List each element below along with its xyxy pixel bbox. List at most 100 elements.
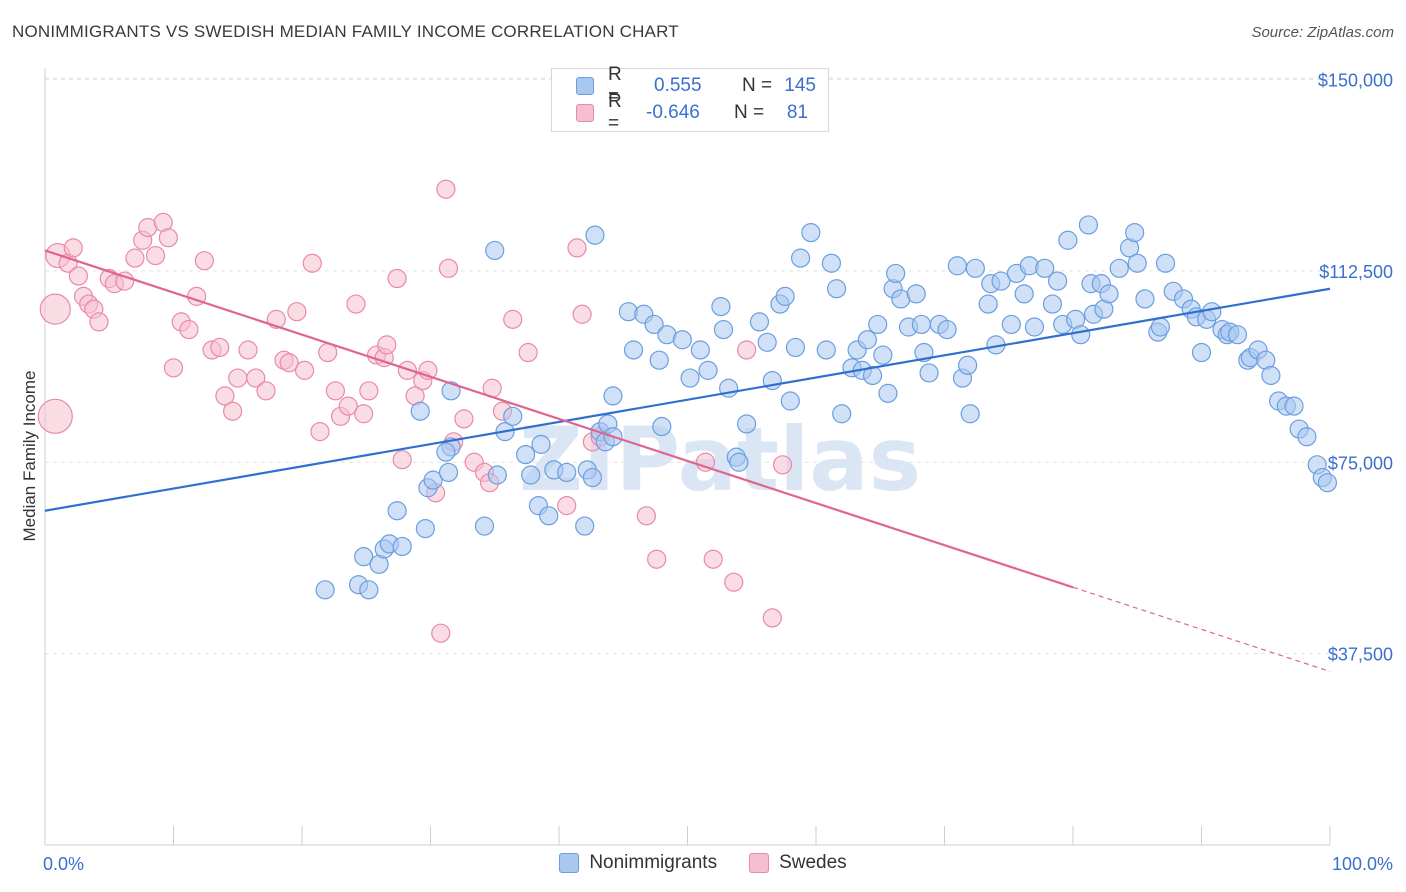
nonimmigrants-point	[911, 314, 931, 335]
nonimmigrants-point	[649, 350, 669, 370]
watermark: ZIPatlas	[519, 408, 921, 511]
nonimmigrants-point	[826, 279, 847, 299]
nonimmigrants-point	[585, 225, 605, 245]
nonimmigrants-point	[816, 340, 836, 360]
y-axis-label: Median Family Income	[20, 370, 39, 541]
nonimmigrants-point	[937, 319, 957, 340]
nonimmigrants-point	[1078, 215, 1099, 235]
nonimmigrants-point	[775, 286, 795, 306]
series-legend: Nonimmigrants Swedes	[0, 852, 1406, 874]
nonimmigrants-point	[958, 355, 978, 375]
swedes-point	[145, 245, 166, 266]
source-label: Source: ZipAtlas.com	[1251, 24, 1394, 41]
nonimmigrants-point	[515, 444, 536, 465]
nonimmigrants-point	[474, 516, 495, 536]
swedes-point	[158, 228, 178, 248]
nonimmigrants-point	[1150, 317, 1170, 337]
nonimmigrants-point	[868, 314, 888, 335]
swedes-point	[246, 368, 266, 388]
nonimmigrants-point	[1135, 289, 1155, 309]
nonimmigrants-point	[485, 240, 505, 261]
stats-legend: R = 0.555 N = 145 R = -0.646 N = 81	[551, 64, 829, 134]
nonimmigrants-point	[1071, 325, 1091, 345]
nonimmigrants-point	[857, 330, 878, 350]
nonimmigrants-point	[359, 580, 379, 600]
nonimmigrants-point	[862, 365, 883, 386]
nonimmigrants-point	[315, 580, 335, 600]
swedes-point	[772, 455, 793, 475]
nonimmigrants-point	[575, 516, 595, 536]
swedes-point	[115, 271, 135, 291]
nonimmigrants-point	[423, 470, 443, 490]
nonimmigrants-point	[441, 381, 461, 401]
swedes-point	[703, 549, 723, 569]
nonimmigrants-point	[832, 404, 852, 424]
nonimmigrants-point	[1261, 365, 1281, 386]
nonimmigrants-point	[1155, 253, 1176, 273]
swedes-point	[325, 381, 346, 401]
nonimmigrants-point	[1125, 223, 1145, 243]
legend-label-nonimmigrants: Nonimmigrants	[589, 852, 718, 873]
legend-swatch-blue	[559, 853, 580, 873]
nonimmigrants-point	[873, 345, 893, 365]
y-tick-label: $150,000	[1318, 71, 1393, 91]
nonimmigrants-point	[821, 253, 842, 273]
legend-n-label: N =	[734, 102, 765, 123]
swedes-point	[194, 251, 214, 271]
swedes-point	[438, 258, 459, 278]
swedes-point	[279, 353, 299, 373]
nonimmigrants-point	[1317, 473, 1338, 493]
legend-row-nonimmigrants: R = 0.555 N = 145	[576, 64, 816, 107]
legend-item-swedes: Swedes	[749, 852, 847, 874]
swedes-point	[737, 340, 757, 360]
legend-swatch-blue	[576, 77, 594, 95]
nonimmigrants-point	[737, 414, 757, 434]
swedes-point	[695, 452, 716, 472]
nonimmigrants-point	[729, 452, 749, 472]
nonimmigrants-point	[785, 337, 806, 358]
legend-row-swedes: R = -0.646 N = 81	[576, 91, 808, 134]
legend-label-swedes: Swedes	[779, 852, 847, 873]
nonimmigrants-point	[1001, 314, 1021, 335]
nonimmigrants-point	[886, 263, 906, 284]
x-tick-label: 0.0%	[43, 854, 84, 874]
nonimmigrants-point	[438, 462, 459, 483]
swedes-point	[223, 401, 243, 421]
y-tick-label: $37,500	[1328, 645, 1393, 665]
legend-swatch-pink	[749, 853, 770, 873]
nonimmigrants-point	[1202, 302, 1222, 322]
nonimmigrants-point	[680, 368, 700, 388]
swedes-point	[359, 381, 379, 401]
nonimmigrants-point	[757, 332, 777, 352]
legend-n-value: 81	[786, 102, 808, 123]
nonimmigrants-point	[436, 442, 456, 462]
nonimmigrants-point	[1024, 317, 1045, 337]
swedes-point	[310, 422, 330, 442]
swedes-point	[346, 294, 366, 314]
nonimmigrants-point	[1109, 258, 1129, 278]
legend-r-label: R =	[608, 64, 622, 107]
nonimmigrants-point	[1099, 284, 1119, 304]
nonimmigrants-point	[623, 340, 644, 360]
swedes-point	[647, 549, 667, 569]
swedes-point	[454, 409, 474, 429]
nonimmigrants-point	[644, 314, 664, 335]
swedes-point	[572, 304, 592, 324]
swedes-point	[387, 268, 407, 289]
tick-labels: $37,500 $75,000 $112,500 $150,000 0.0% 100.0%	[43, 71, 1393, 875]
swedes-point	[377, 335, 397, 355]
nonimmigrants-point	[1127, 253, 1147, 273]
nonimmigrants-trend-line	[44, 287, 1331, 512]
swedes-point	[256, 381, 276, 401]
nonimmigrants-point	[947, 256, 967, 276]
nonimmigrants-point	[960, 404, 980, 424]
nonimmigrants-point	[878, 383, 898, 403]
nonimmigrants-point	[387, 501, 407, 521]
swedes-point	[238, 340, 258, 360]
swedes-point	[397, 360, 417, 380]
swedes-point	[39, 293, 71, 325]
nonimmigrants-point	[1284, 396, 1304, 416]
swedes-point	[436, 179, 456, 199]
swedes-point	[557, 496, 577, 516]
nonimmigrants-point	[749, 312, 770, 332]
